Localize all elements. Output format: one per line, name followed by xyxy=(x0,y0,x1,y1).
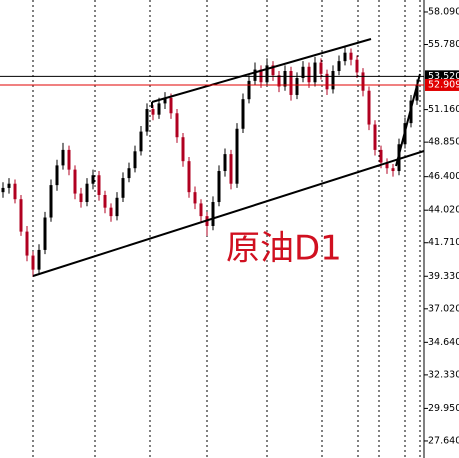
candle-body xyxy=(163,97,167,104)
candle-body xyxy=(145,109,149,132)
y-tick-label: 44.020 xyxy=(428,205,459,216)
y-tick-label: 46.400 xyxy=(428,171,459,182)
candle-body xyxy=(73,169,77,194)
candle-body xyxy=(55,165,59,186)
candle-body xyxy=(331,71,335,90)
candle-body xyxy=(301,66,305,79)
candle-body xyxy=(325,73,329,90)
support-line xyxy=(32,150,425,277)
candle-body xyxy=(229,154,233,184)
resistance-line xyxy=(151,38,372,103)
candle-body xyxy=(247,80,251,100)
trendlines xyxy=(32,38,425,277)
candle-body xyxy=(241,99,245,129)
candle-body xyxy=(139,131,143,152)
candle-body xyxy=(355,59,359,73)
candle-body xyxy=(151,109,155,115)
candle-body xyxy=(1,187,5,193)
candle-body xyxy=(49,185,53,218)
y-tick-label: 34.640 xyxy=(428,337,459,348)
y-tick-label: 41.710 xyxy=(428,237,459,248)
y-tick-label: 51.160 xyxy=(428,104,459,115)
candle-body xyxy=(109,207,113,217)
candle-body xyxy=(13,183,17,200)
candle-body xyxy=(349,52,353,60)
candle-body xyxy=(103,194,107,208)
candle-body xyxy=(271,65,275,76)
candle-body xyxy=(337,61,341,72)
plot xyxy=(1,47,419,277)
candle-body xyxy=(235,128,239,184)
y-tick-label: 27.640 xyxy=(428,435,459,446)
candle-body xyxy=(43,217,47,250)
candle-body xyxy=(127,168,131,179)
candle-body xyxy=(415,85,419,101)
candle-body xyxy=(7,183,11,188)
candle-body xyxy=(373,124,377,150)
candle-body xyxy=(37,249,41,270)
candle-body xyxy=(313,62,317,83)
y-tick-label: 37.020 xyxy=(428,303,459,314)
candle-body xyxy=(295,78,299,95)
candle-body xyxy=(379,149,383,163)
price-label: 52.909 xyxy=(428,79,459,90)
candle-body xyxy=(157,103,161,115)
candle-body xyxy=(169,97,173,114)
y-tick-label: 55.780 xyxy=(428,39,459,50)
candle-body xyxy=(265,65,269,83)
rally-line xyxy=(395,73,421,167)
candle-body xyxy=(391,168,395,172)
candle-body xyxy=(19,199,23,232)
y-tick-label: 58.090 xyxy=(428,6,459,17)
y-tick-label: 39.330 xyxy=(428,271,459,282)
candle-body xyxy=(211,202,215,226)
candle-body xyxy=(67,149,71,170)
annotation: 原油D1 xyxy=(226,229,342,269)
price-label: 53.520 xyxy=(428,71,459,82)
candle-body xyxy=(193,192,197,204)
candle-body xyxy=(115,197,119,217)
y-tick-label: 32.330 xyxy=(428,369,459,380)
candle-body xyxy=(253,69,257,81)
candle-body xyxy=(217,171,221,203)
candle-body xyxy=(319,62,323,74)
candle-body xyxy=(61,149,65,166)
y-tick-label: 48.850 xyxy=(428,137,459,148)
candle-body xyxy=(367,90,371,125)
candle-body xyxy=(85,183,89,203)
candle-body xyxy=(97,175,101,195)
candle-body xyxy=(289,71,293,95)
candle-body xyxy=(277,75,281,87)
candle-body xyxy=(25,231,29,256)
candle-body xyxy=(175,113,179,138)
candle-body xyxy=(385,162,389,169)
candle-body xyxy=(343,52,347,62)
candle-body xyxy=(223,154,227,172)
candle-body xyxy=(31,255,35,270)
candle-body xyxy=(121,178,125,198)
price-label-box xyxy=(425,78,459,91)
y-tick-label: 29.950 xyxy=(428,403,459,414)
candle-body xyxy=(199,203,203,217)
candle-body xyxy=(283,71,287,87)
candle-body xyxy=(79,193,83,203)
candle-body xyxy=(133,151,137,169)
candle-body xyxy=(181,137,185,162)
candle-body xyxy=(187,161,191,193)
candle-body xyxy=(307,66,311,83)
candle-body xyxy=(361,72,365,91)
candle-body xyxy=(91,175,95,184)
